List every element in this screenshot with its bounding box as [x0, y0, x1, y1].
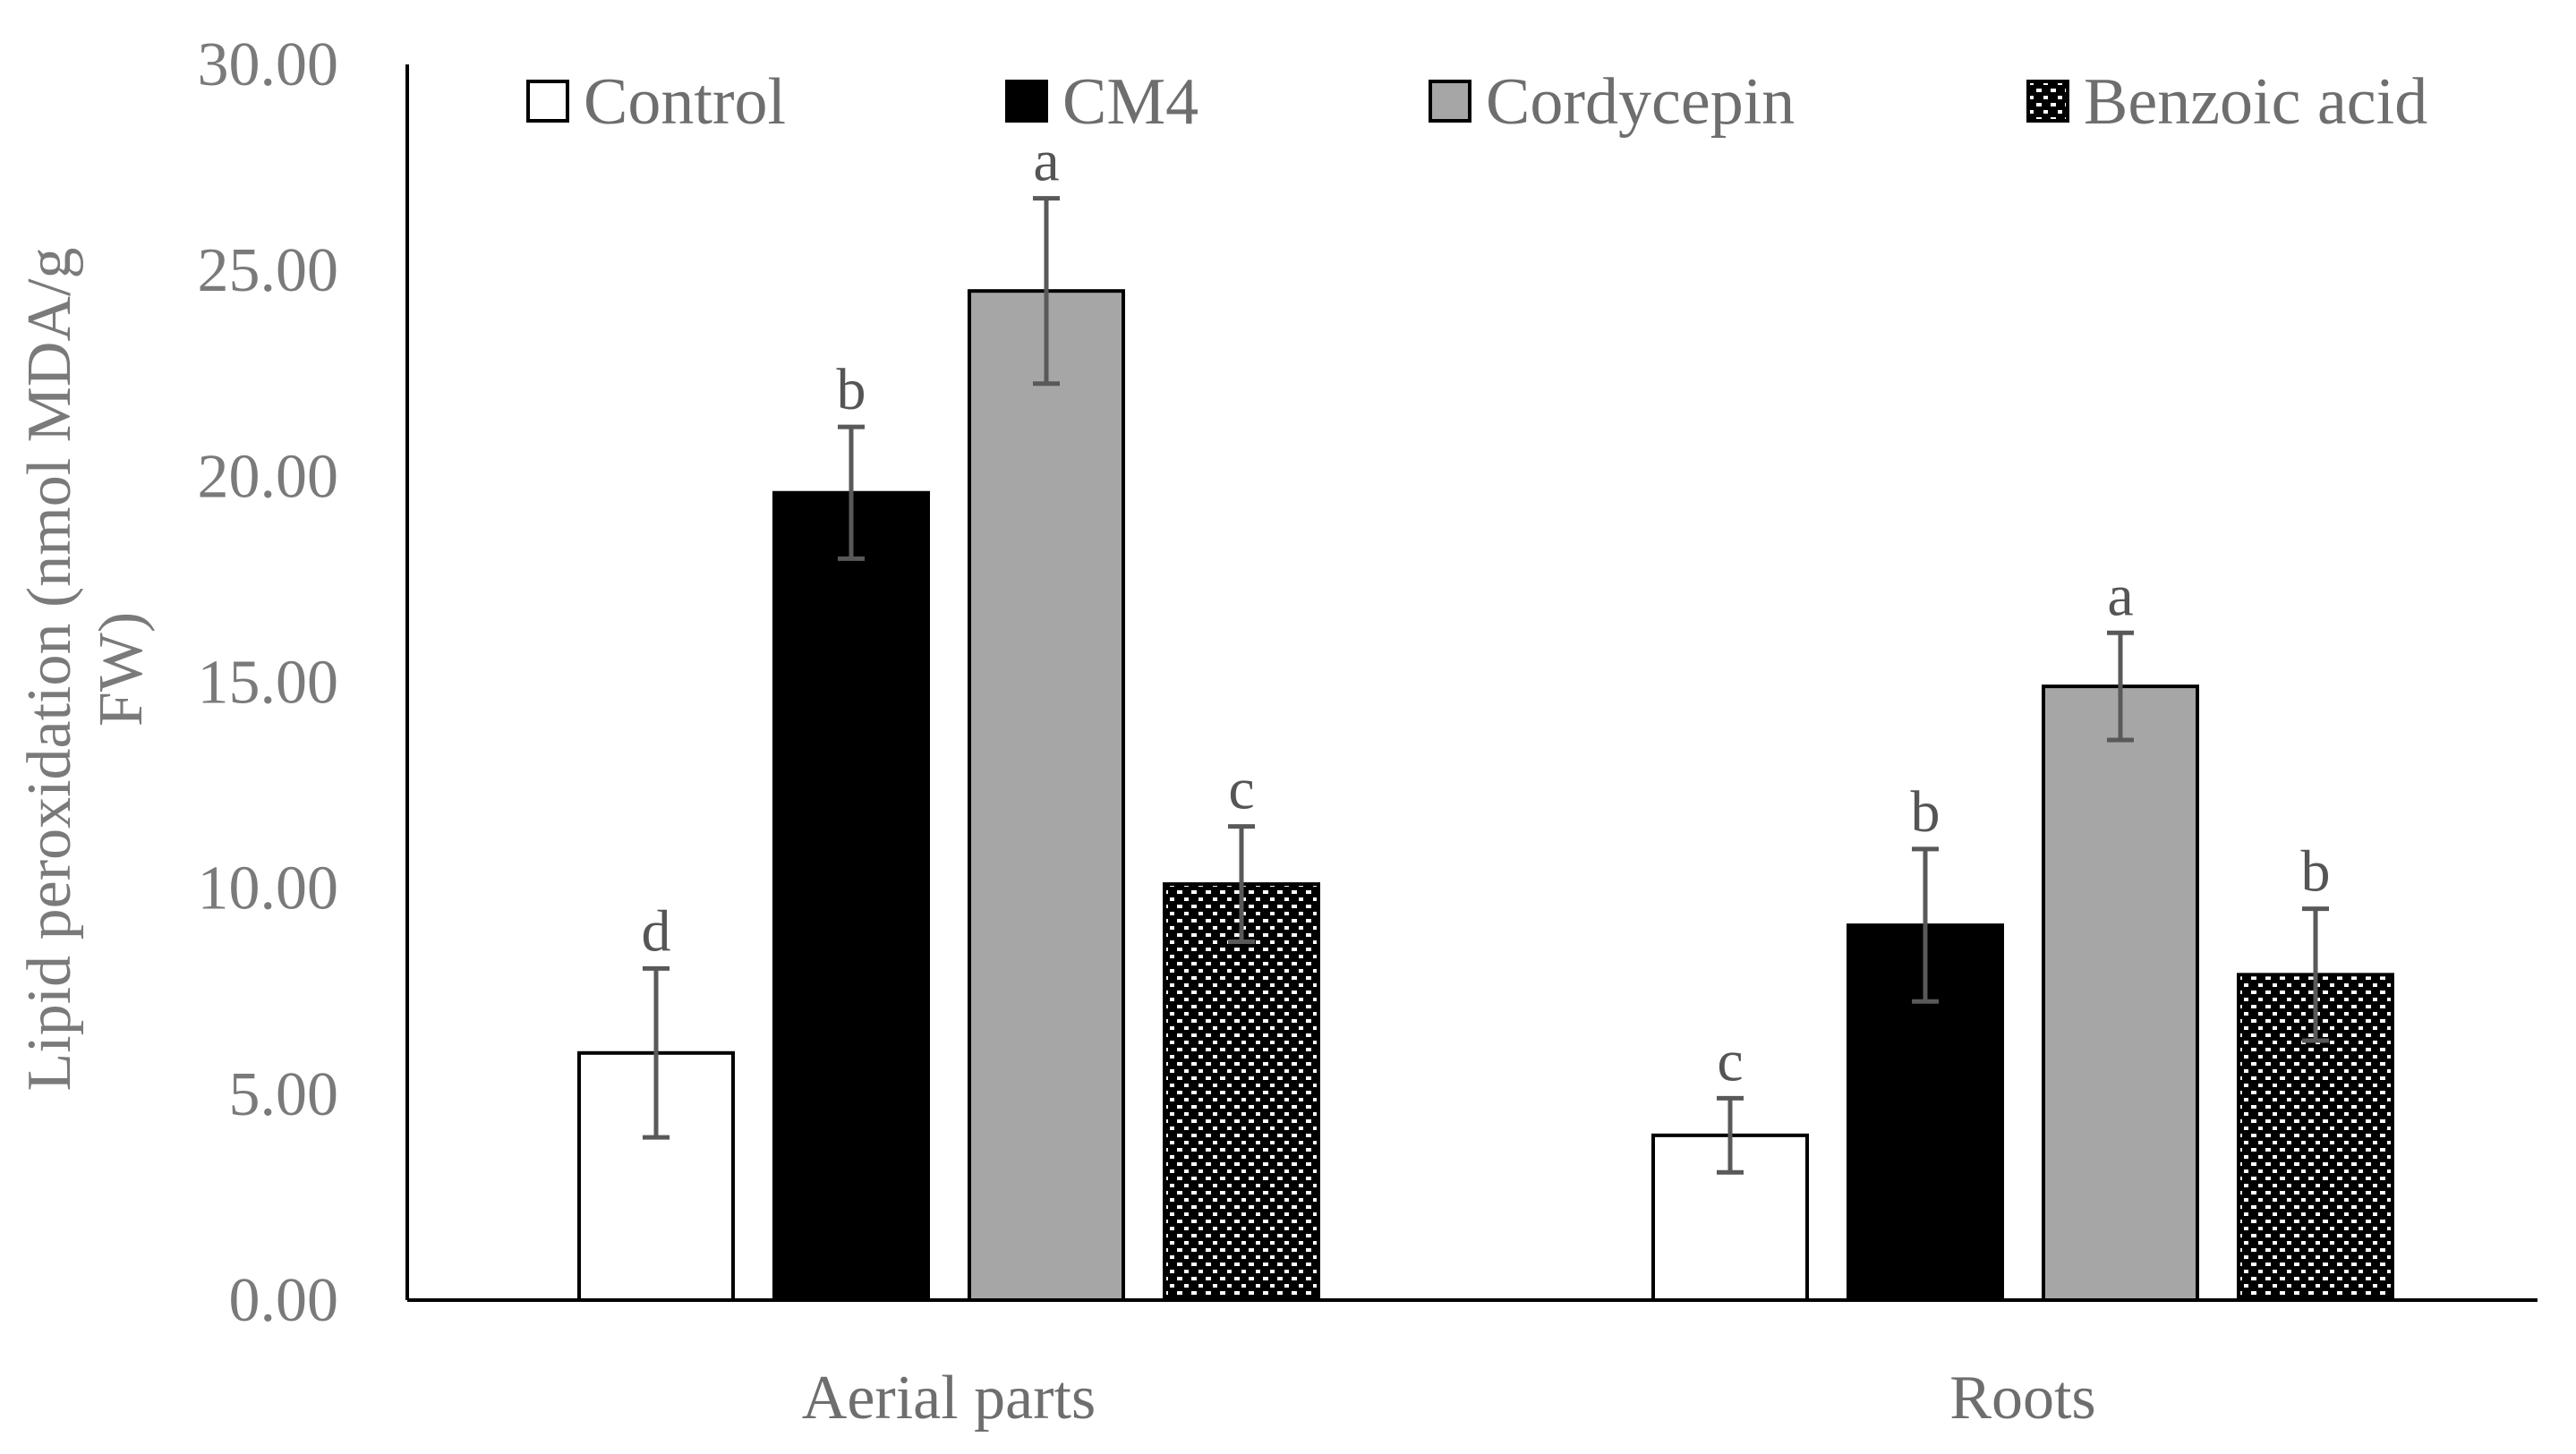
y-axis-title: Lipid peroxidation (nmol MDA/gFW): [15, 248, 156, 1092]
legend-swatch: [1429, 80, 1471, 123]
legend-label: CM4: [1062, 65, 1198, 139]
significance-letter: b: [1911, 779, 1941, 845]
x-category-label: Aerial parts: [802, 1364, 1096, 1433]
legend-label: Control: [584, 65, 786, 139]
y-axis-title-line: Lipid peroxidation (nmol MDA/g: [15, 248, 84, 1092]
significance-letter: b: [837, 357, 866, 422]
y-tick-label: 5.00: [229, 1060, 339, 1129]
significance-letter: d: [642, 898, 671, 964]
y-tick-label: 15.00: [198, 649, 339, 718]
significance-letter: c: [1228, 757, 1254, 822]
y-axis-title-line: FW): [87, 612, 156, 727]
x-category-label: Roots: [1949, 1364, 2095, 1433]
legend-swatch: [2026, 80, 2069, 123]
legend-swatch: [1005, 80, 1048, 123]
bar: [2042, 684, 2199, 1302]
significance-letter: b: [2301, 839, 2331, 905]
y-tick-label: 20.00: [198, 442, 339, 511]
significance-letter: c: [1717, 1028, 1743, 1093]
y-tick-label: 0.00: [229, 1266, 339, 1335]
y-tick-label: 30.00: [198, 30, 339, 99]
y-tick-label: 10.00: [198, 855, 339, 923]
bar: [968, 289, 1125, 1302]
y-tick-label: 25.00: [198, 236, 339, 305]
significance-letter: a: [1033, 129, 1059, 194]
legend-label: Cordycepin: [1486, 65, 1795, 139]
significance-letter: a: [2107, 563, 2133, 628]
legend-swatch: [526, 80, 569, 123]
legend-label: Benzoic acid: [2084, 65, 2427, 139]
bar: [772, 490, 930, 1302]
bar: [1163, 882, 1320, 1303]
